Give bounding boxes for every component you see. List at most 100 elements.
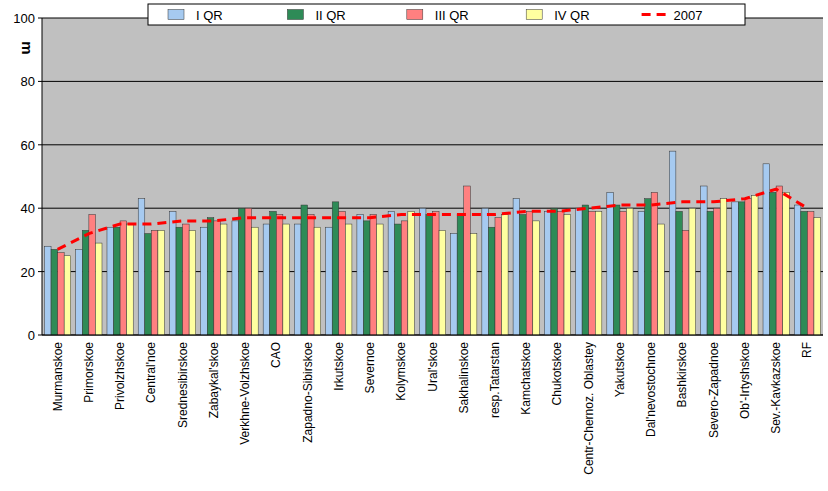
- bar: [658, 224, 665, 335]
- category-label: Sev.-Kavkazskoe: [769, 342, 783, 434]
- grid-line: [42, 144, 823, 145]
- bar: [814, 218, 821, 335]
- bar: [495, 218, 502, 335]
- bar: [595, 211, 602, 335]
- bar: [114, 227, 121, 335]
- category-label: Murmanskoe: [51, 342, 65, 412]
- bar: [245, 208, 252, 335]
- bar: [301, 205, 308, 335]
- bar: [451, 234, 458, 335]
- bar: [158, 230, 165, 335]
- bar: [732, 202, 739, 335]
- bar: [426, 215, 433, 335]
- bar: [263, 224, 270, 335]
- category-label: Verkhne-Volzhskoe: [238, 342, 252, 445]
- legend-swatch: [287, 10, 303, 20]
- bar: [395, 224, 402, 335]
- tick-label: 0: [28, 328, 35, 343]
- bar: [770, 192, 777, 335]
- bar: [551, 208, 558, 335]
- category-label: Kamchatskoe: [519, 342, 533, 415]
- legend-label: I QR: [196, 8, 223, 23]
- tick-mark: [38, 335, 42, 336]
- category-label: Ural'skoe: [426, 342, 440, 392]
- tick-label: 20: [21, 265, 35, 280]
- bar: [544, 211, 551, 335]
- bar: [252, 227, 259, 335]
- category-label: Yakutskoe: [613, 342, 627, 397]
- bar: [689, 208, 696, 335]
- bar: [308, 215, 315, 335]
- category-label: Sakhalinskoe: [457, 342, 471, 414]
- line: [58, 189, 808, 249]
- category-label: Primorskoe: [82, 342, 96, 403]
- bar: [232, 221, 239, 335]
- bar: [220, 224, 227, 335]
- bar: [745, 199, 752, 335]
- bar: [345, 224, 352, 335]
- bar: [44, 246, 51, 335]
- bar: [201, 227, 208, 335]
- chart: 020406080100MurmanskoePrimorskoePrivolzh…: [0, 0, 828, 491]
- legend-swatch: [526, 10, 542, 20]
- bar: [127, 224, 134, 335]
- bar: [370, 215, 377, 335]
- category-label: CAO: [269, 342, 283, 368]
- bar: [58, 253, 65, 335]
- bar: [682, 230, 689, 335]
- bar: [513, 199, 520, 335]
- bar: [51, 249, 58, 335]
- tick-mark: [38, 271, 42, 272]
- category-label: Kolymskoe: [394, 342, 408, 401]
- grid-line: [42, 81, 823, 82]
- bar: [470, 234, 477, 335]
- bar: [526, 211, 533, 335]
- bar: [120, 221, 127, 335]
- bar: [151, 230, 158, 335]
- bar: [145, 234, 152, 335]
- bar: [401, 221, 408, 335]
- grid-line: [42, 335, 823, 336]
- category-label: Chukotskoe: [550, 342, 564, 406]
- bar: [388, 211, 395, 335]
- bar: [794, 205, 801, 335]
- bar: [276, 215, 283, 335]
- bar: [332, 202, 339, 335]
- bar: [533, 221, 540, 335]
- bar: [738, 202, 745, 335]
- bar: [564, 215, 571, 335]
- bar: [433, 211, 440, 335]
- bar: [714, 208, 721, 335]
- bar: [377, 224, 384, 335]
- bar: [270, 211, 277, 335]
- bar: [576, 208, 583, 335]
- bar: [763, 164, 770, 335]
- bar: [326, 227, 333, 335]
- y-axis: [42, 18, 43, 335]
- bar: [314, 227, 321, 335]
- category-label: Dal'nevostochnoe: [644, 342, 658, 437]
- legend-label: II QR: [315, 8, 345, 23]
- bar: [176, 227, 183, 335]
- bar: [669, 151, 676, 335]
- bar: [457, 215, 464, 335]
- bar: [214, 221, 221, 335]
- category-label: resp.Tatarstan: [488, 342, 502, 418]
- legend: [148, 4, 745, 25]
- bar: [488, 227, 495, 335]
- bar: [238, 208, 245, 335]
- bar: [613, 205, 620, 335]
- bar: [520, 215, 527, 335]
- bar: [64, 256, 71, 335]
- plot-area: [42, 18, 823, 335]
- category-label: Srednesibirskoe: [176, 342, 190, 428]
- marks: [44, 151, 820, 335]
- bar: [439, 230, 446, 335]
- tick-mark: [38, 208, 42, 209]
- tick-label: 80: [21, 74, 35, 89]
- category-label: Centr-Chernoz. Oblastey: [582, 342, 596, 475]
- category-label: Bashkirskoe: [675, 342, 689, 408]
- bar: [283, 224, 290, 335]
- category-label: Irkutskoe: [332, 342, 346, 391]
- bar: [783, 192, 790, 335]
